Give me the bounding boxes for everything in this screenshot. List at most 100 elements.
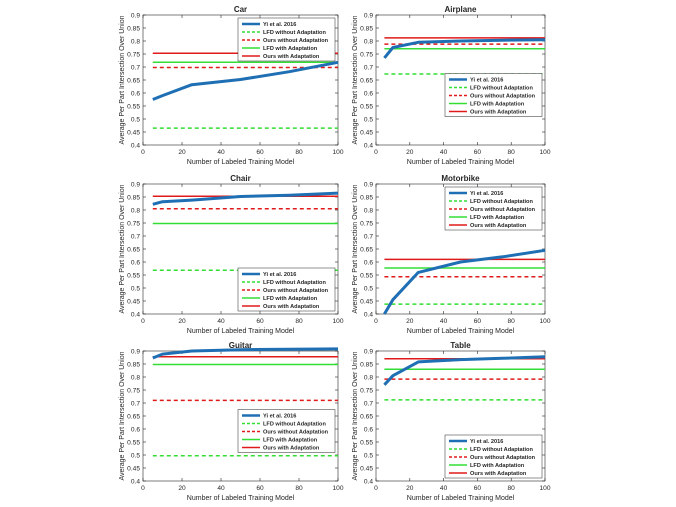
legend-label: LFD without Adaptation [263, 30, 326, 36]
y-tick-label: 0.65 [127, 246, 140, 253]
legend-label: Yi et al. 2016 [263, 22, 296, 28]
y-tick-label: 0.65 [360, 77, 373, 84]
legend-label: Ours without Adaptation [470, 455, 536, 461]
x-axis-label: Number of Labeled Training Model [407, 495, 515, 502]
y-tick-label: 0.8 [364, 207, 373, 214]
y-tick-label: 0.75 [127, 220, 140, 227]
x-tick-label: 80 [295, 485, 303, 492]
chart-chair: 0.4 0.45 0.5 0.55 0.6 0.65 0.7 0.75 0.8 0.85 0.9 0 2… [119, 174, 344, 335]
y-tick-label: 0.9 [364, 12, 373, 19]
legend: Yi et al. 2016 LFD without Adaptation Ours… [237, 267, 336, 312]
x-tick-label: 80 [295, 318, 303, 325]
y-tick-label: 0.4 [364, 142, 373, 149]
y-axis-label: Average Per Part Intersection Over Union [119, 15, 126, 144]
x-tick-label: 40 [217, 149, 225, 156]
legend-label: Ours with Adaptation [470, 110, 527, 116]
y-tick-label: 0.9 [131, 348, 140, 355]
y-tick-label: 0.45 [360, 465, 373, 472]
chart-airplane: 0.4 0.45 0.5 0.55 0.6 0.65 0.7 0.75 0.8 0.85 0.9 0 2… [352, 5, 551, 166]
legend-label: Ours with Adaptation [263, 446, 320, 452]
legend-label: LFD with Adaptation [263, 46, 318, 52]
y-tick-label: 0.4 [131, 142, 140, 149]
x-tick-label: 20 [178, 485, 186, 492]
chart-car: 0.4 0.45 0.5 0.55 0.6 0.65 0.7 0.75 0.8 0.85 0.9 0 2… [119, 5, 344, 166]
y-tick-label: 0.4 [131, 478, 140, 485]
legend-label: LFD without Adaptation [470, 86, 533, 92]
legend-label: LFD with Adaptation [470, 102, 525, 108]
x-tick-label: 100 [539, 318, 550, 325]
legend: Yi et al. 2016 LFD without Adaptation Ours… [444, 434, 543, 479]
y-tick-label: 0.85 [127, 361, 140, 368]
y-tick-label: 0.75 [360, 220, 373, 227]
y-tick-label: 0.7 [131, 233, 140, 240]
x-axis-label: Number of Labeled Training Model [407, 328, 515, 335]
x-tick-label: 0 [141, 318, 145, 325]
y-tick-label: 0.5 [131, 285, 140, 292]
y-tick-label: 0.4 [364, 478, 373, 485]
y-tick-label: 0.85 [127, 25, 140, 32]
legend-label: LFD with Adaptation [470, 215, 525, 221]
legend-label: LFD without Adaptation [263, 280, 326, 286]
legend-label: Yi et al. 2016 [263, 272, 296, 278]
y-tick-label: 0.45 [360, 129, 373, 136]
y-tick-label: 0.6 [131, 90, 140, 97]
legend: Yi et al. 2016 LFD without Adaptation Ours… [444, 186, 543, 231]
y-tick-label: 0.65 [127, 77, 140, 84]
x-axis-label: Number of Labeled Training Model [407, 159, 515, 166]
y-tick-label: 0.65 [360, 413, 373, 420]
series-line-yi-et-al-2016 [152, 191, 339, 206]
x-tick-label: 60 [256, 485, 264, 492]
x-tick-label: 100 [332, 318, 343, 325]
y-axis-label: Average Per Part Intersection Over Union [352, 15, 359, 144]
x-axis-label: Number of Labeled Training Model [187, 495, 295, 502]
y-tick-label: 0.8 [364, 38, 373, 45]
y-tick-label: 0.45 [127, 465, 140, 472]
x-tick-label: 80 [508, 318, 516, 325]
x-tick-label: 40 [440, 318, 448, 325]
legend-label: LFD without Adaptation [263, 422, 326, 428]
series-line-yi-et-al-2016 [383, 355, 546, 386]
series-line-yi-et-al-2016 [152, 347, 339, 360]
chart-table: 0.4 0.45 0.5 0.55 0.6 0.65 0.7 0.75 0.8 0.85 0.9 0 2… [352, 341, 551, 502]
y-tick-label: 0.5 [364, 452, 373, 459]
x-tick-label: 0 [141, 485, 145, 492]
y-tick-label: 0.9 [131, 181, 140, 188]
legend-label: Yi et al. 2016 [470, 439, 503, 445]
x-tick-label: 80 [295, 149, 303, 156]
y-axis-label: Average Per Part Intersection Over Union [352, 184, 359, 313]
y-axis-label: Average Per Part Intersection Over Union [352, 351, 359, 480]
chart-title: Motorbike [441, 174, 480, 183]
x-tick-label: 40 [440, 149, 448, 156]
y-tick-label: 0.45 [127, 298, 140, 305]
y-tick-label: 0.8 [131, 207, 140, 214]
legend-label: LFD with Adaptation [470, 463, 525, 469]
y-tick-label: 0.9 [364, 348, 373, 355]
x-tick-label: 0 [374, 318, 378, 325]
legend-label: LFD without Adaptation [470, 199, 533, 205]
y-tick-label: 0.5 [131, 116, 140, 123]
y-tick-label: 0.85 [360, 194, 373, 201]
y-tick-label: 0.85 [360, 361, 373, 368]
x-tick-label: 40 [217, 485, 225, 492]
x-axis-label: Number of Labeled Training Model [187, 159, 295, 166]
x-tick-label: 0 [374, 149, 378, 156]
y-tick-label: 0.55 [127, 103, 140, 110]
y-tick-label: 0.6 [364, 426, 373, 433]
chart-title: Chair [230, 174, 250, 183]
y-tick-label: 0.45 [127, 129, 140, 136]
x-tick-label: 60 [474, 485, 482, 492]
y-tick-label: 0.6 [364, 90, 373, 97]
x-tick-label: 40 [217, 318, 225, 325]
y-tick-label: 0.65 [127, 413, 140, 420]
y-tick-label: 0.55 [360, 103, 373, 110]
chart-title: Guitar [229, 341, 253, 350]
chart-motorbike: 0.4 0.45 0.5 0.55 0.6 0.65 0.7 0.75 0.8 0.85 0.9 0 2… [352, 174, 551, 335]
x-tick-label: 100 [332, 149, 343, 156]
legend-label: Ours with Adaptation [263, 54, 320, 60]
chart-title: Car [234, 5, 247, 14]
x-tick-label: 20 [178, 318, 186, 325]
legend-label: Ours without Adaptation [263, 38, 329, 44]
y-tick-label: 0.75 [127, 387, 140, 394]
x-tick-label: 60 [474, 318, 482, 325]
x-axis-label: Number of Labeled Training Model [187, 328, 295, 335]
